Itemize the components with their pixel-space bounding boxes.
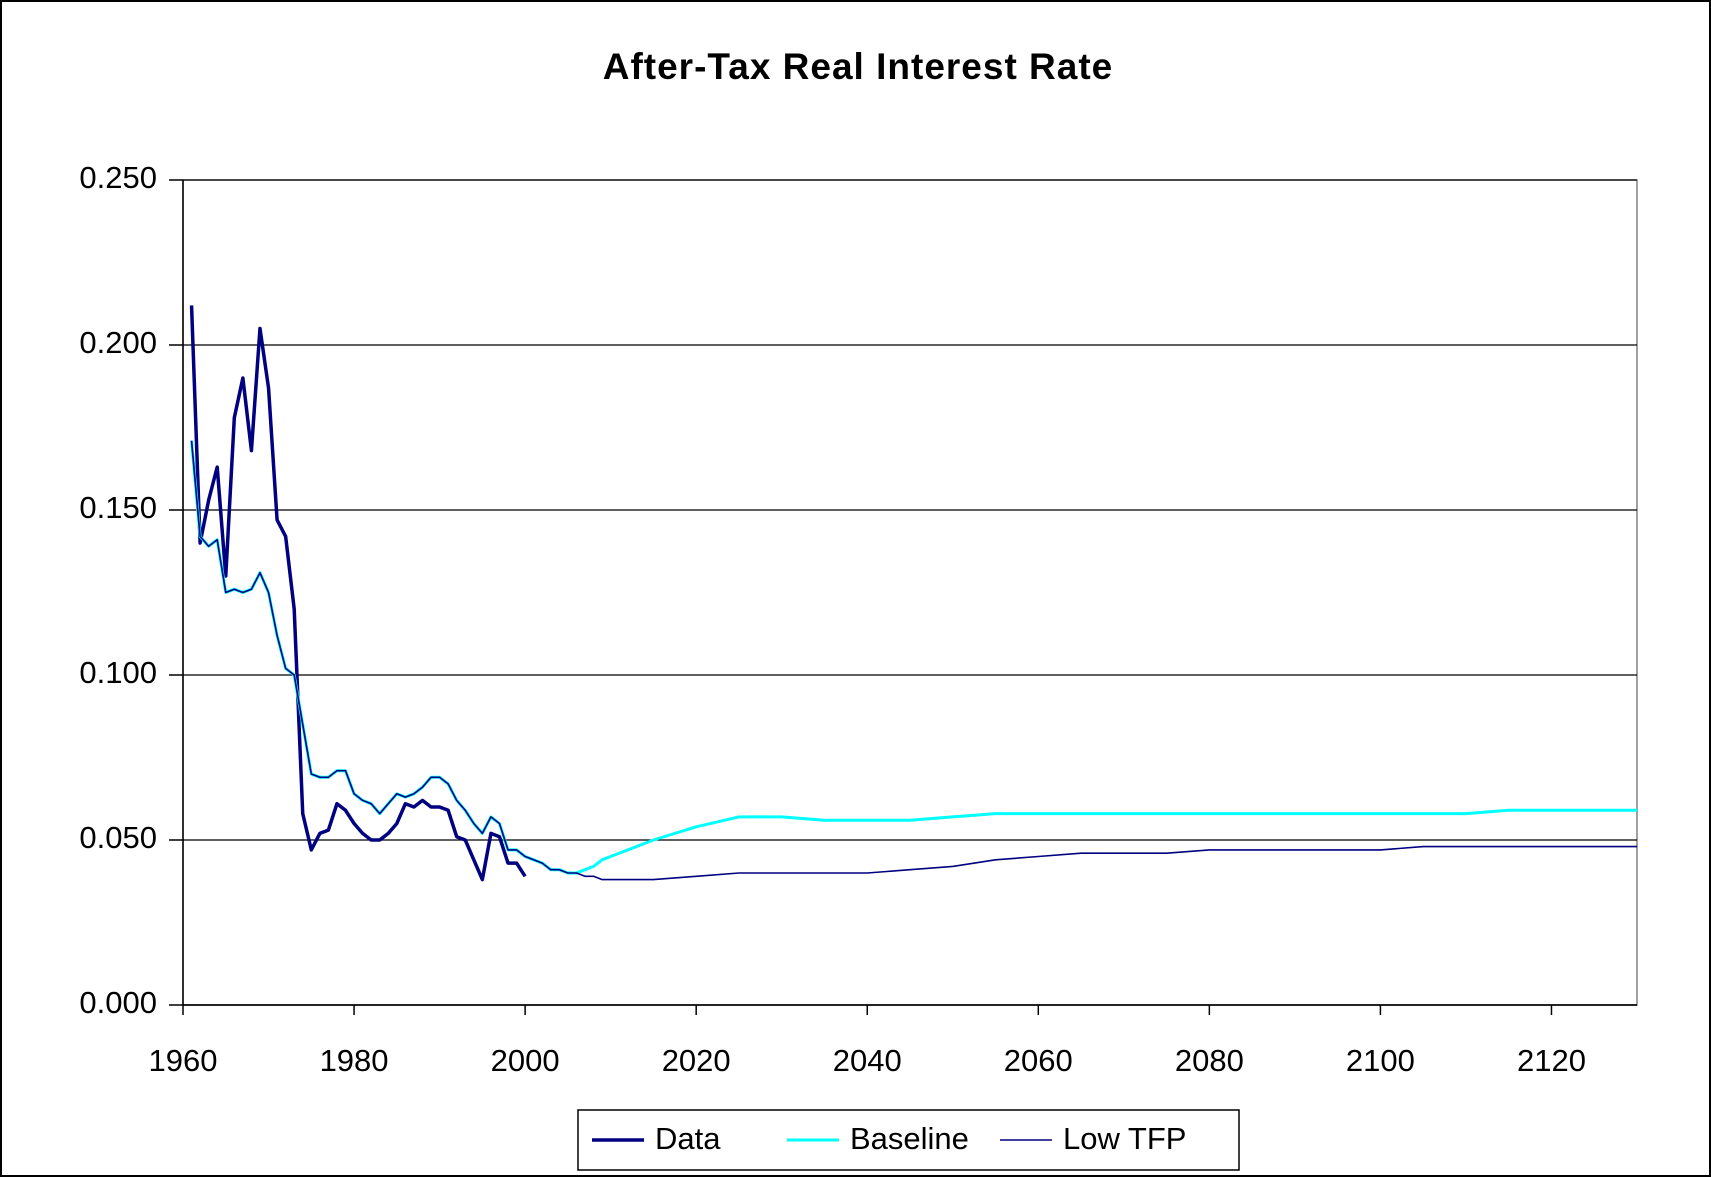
x-tick-label: 2080 [1175, 1043, 1244, 1078]
y-tick-label: 0.050 [79, 820, 157, 855]
x-tick-label: 1960 [149, 1043, 218, 1078]
x-tick-label: 1980 [320, 1043, 389, 1078]
x-tick-label: 2060 [1004, 1043, 1073, 1078]
chart-title: After-Tax Real Interest Rate [603, 46, 1114, 87]
x-tick-label: 2040 [833, 1043, 902, 1078]
y-tick-label: 0.200 [79, 325, 157, 360]
x-tick-label: 2100 [1346, 1043, 1415, 1078]
legend-label: Baseline [850, 1121, 969, 1156]
y-tick-label: 0.250 [79, 160, 157, 195]
legend-box [577, 1109, 1240, 1171]
series-line [189, 305, 527, 882]
legend-label: Data [655, 1121, 721, 1156]
x-tick-label: 2120 [1517, 1043, 1586, 1078]
x-tick-label: 2000 [491, 1043, 560, 1078]
y-tick-label: 0.000 [79, 985, 157, 1020]
x-tick-label: 2020 [662, 1043, 731, 1078]
legend-label: Low TFP [1063, 1121, 1186, 1156]
y-tick-label: 0.150 [79, 490, 157, 525]
y-tick-label: 0.100 [79, 655, 157, 690]
series-line [190, 440, 1637, 881]
